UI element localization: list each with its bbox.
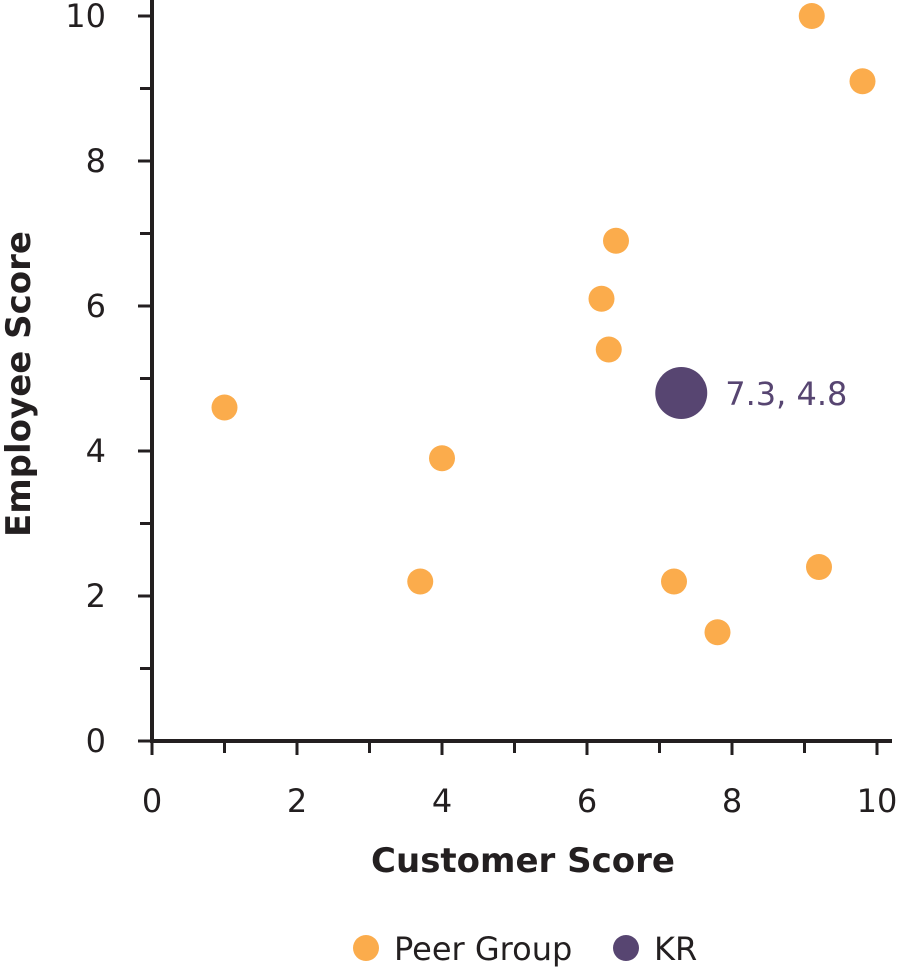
peer-group-point: [661, 568, 687, 595]
x-tick-label: 6: [577, 782, 597, 820]
axes: 0 2 4 6 8 10 0 2 4 6 8 10: [65, 0, 897, 820]
y-axis-title: Employee Score: [0, 231, 39, 537]
x-tick-label: 0: [142, 782, 162, 820]
peer-group-point: [429, 445, 455, 472]
peer-group-point: [595, 336, 622, 363]
legend-label-peer-group: Peer Group: [394, 930, 572, 968]
y-tick-label: 2: [86, 577, 106, 615]
legend-label-kr: KR: [654, 930, 697, 968]
peer-group-point: [211, 394, 238, 421]
data-labels: 7.3, 4.8: [725, 375, 847, 413]
legend-marker-kr: [613, 935, 639, 961]
x-axis-title: Customer Score: [371, 841, 675, 881]
x-tick-label: 10: [857, 782, 897, 820]
legend: Peer Group KR: [353, 930, 697, 968]
y-tick-label: 8: [86, 142, 106, 180]
data-points: [211, 3, 876, 646]
peer-group-point: [806, 554, 832, 580]
kr-data-label: 7.3, 4.8: [725, 375, 847, 413]
y-tick-label: 6: [86, 287, 106, 325]
x-tick-label: 2: [287, 782, 307, 820]
peer-group-point: [849, 68, 876, 95]
y-tick-label: 10: [65, 0, 106, 35]
axis-tick-labels: 0 2 4 6 8 10 0 2 4 6 8 10: [65, 0, 897, 820]
legend-marker-peer-group: [353, 935, 379, 961]
peer-group-point: [704, 619, 731, 646]
y-tick-label: 4: [86, 432, 106, 470]
axis-ticks: [138, 14, 879, 755]
x-tick-label: 4: [432, 782, 452, 820]
peer-group-point: [798, 3, 825, 29]
x-tick-label: 8: [722, 782, 742, 820]
y-tick-label: 0: [86, 722, 106, 760]
peer-group-point: [407, 568, 434, 595]
peer-group-point: [588, 285, 615, 312]
peer-group-point: [603, 227, 629, 254]
kr-point: [655, 367, 708, 419]
